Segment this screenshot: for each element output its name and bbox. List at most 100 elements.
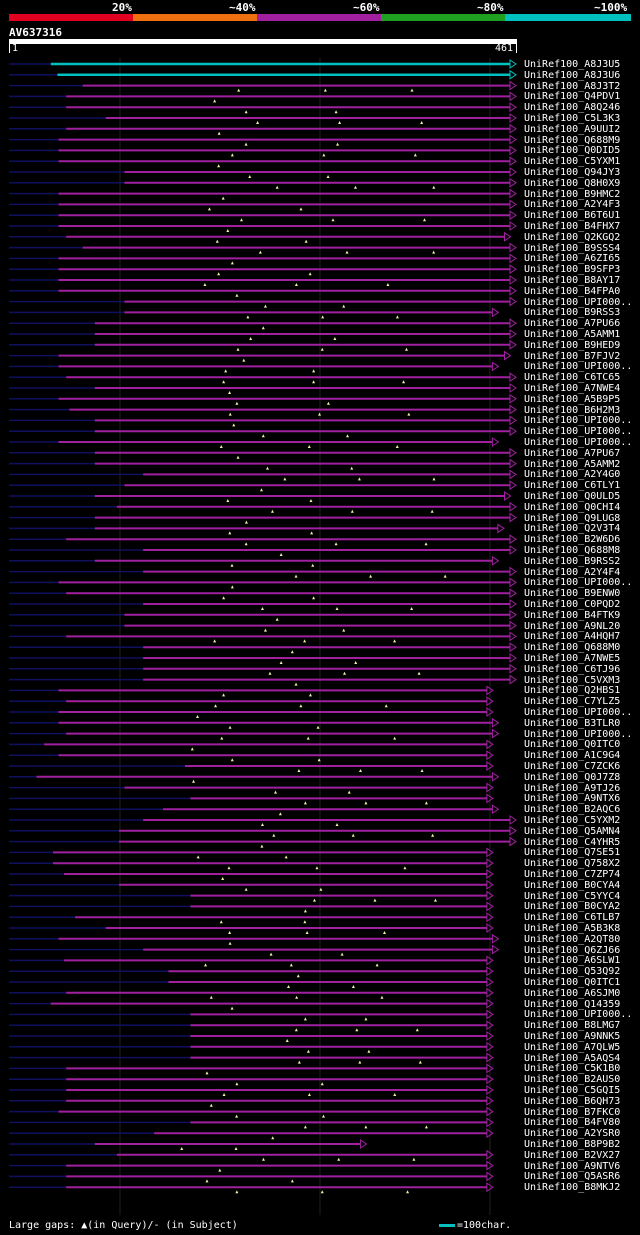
hit-label[interactable]: UniRef100_B2VX27 [524,1149,621,1161]
hit-label[interactable]: UniRef100_Q7SE51 [524,847,621,859]
hit-label[interactable]: UniRef100_A6ZI65 [524,253,621,265]
hit-label[interactable]: UniRef100_B4FTK9 [524,609,621,621]
hit-label[interactable]: UniRef100_A8J3U5 [524,59,621,70]
hit-label[interactable]: UniRef100_Q6ZJ66 [524,944,621,956]
hit-label[interactable]: UniRef100_B8MKJ2 [524,1182,621,1194]
hit-label[interactable]: UniRef100_B9RSS2 [524,555,621,567]
hit-label[interactable]: UniRef100_B3TLR0 [524,717,621,729]
hit-label[interactable]: UniRef100_C5YYC4 [524,890,621,902]
hit-label[interactable]: UniRef100_UPI000.. [524,1009,633,1021]
hit-label[interactable]: UniRef100_Q0CHI4 [524,501,621,513]
hit-label[interactable]: UniRef100_B9HED9 [524,339,621,351]
hit-label[interactable]: UniRef100_C0PQD2 [524,599,621,610]
hit-label[interactable]: UniRef100_A8J3T2 [524,80,621,92]
hit-label[interactable]: UniRef100_UPI000.. [524,296,633,308]
hit-label[interactable]: UniRef100_UPI000.. [524,707,633,718]
hit-label[interactable]: UniRef100_A2QT80 [524,933,621,945]
hit-label[interactable]: UniRef100_B9ENW0 [524,588,621,600]
hit-label[interactable]: UniRef100_B0CYA2 [524,901,621,913]
hit-label[interactable]: UniRef100_B7FKC0 [524,1106,621,1118]
hit-label[interactable]: UniRef100_C7YLZ5 [524,696,621,708]
hit-label[interactable]: UniRef100_A7NWE4 [524,383,621,394]
hit-label[interactable]: UniRef100_Q688M8 [524,545,621,556]
hit-label[interactable]: UniRef100_B8AY17 [524,275,621,286]
hit-label[interactable]: UniRef100_A2Y4F3 [524,199,621,211]
hit-label[interactable]: UniRef100_A9UUI2 [524,123,621,135]
hit-label[interactable]: UniRef100_B8LMG7 [524,1020,621,1032]
hit-label[interactable]: UniRef100_C5VXM3 [524,674,621,686]
hit-label[interactable]: UniRef100_Q0ITC1 [524,977,621,988]
hit-label[interactable]: UniRef100_Q0ITC0 [524,739,621,751]
hit-label[interactable]: UniRef100_Q2HBS1 [524,685,621,697]
hit-label[interactable]: UniRef100_A2Y4G0 [524,469,621,481]
hit-label[interactable]: UniRef100_Q5AMN4 [524,825,621,837]
hit-label[interactable]: UniRef100_Q0ULD5 [524,491,621,502]
hit-label[interactable]: UniRef100_Q2KGQ2 [524,231,621,243]
hit-label[interactable]: UniRef100_C5YXM1 [524,156,621,168]
hit-label[interactable]: UniRef100_C5GQI5 [524,1085,621,1096]
hit-label[interactable]: UniRef100_A9NTX6 [524,793,621,805]
hit-label[interactable]: UniRef100_A6SJM0 [524,987,621,999]
hit-label[interactable]: UniRef100_B6T6U1 [524,210,621,222]
hit-label[interactable]: UniRef100_Q0DID5 [524,145,621,157]
hit-label[interactable]: UniRef100_B9RSS3 [524,307,621,319]
hit-label[interactable]: UniRef100_Q4PDV1 [524,91,621,103]
hit-label[interactable]: UniRef100_A2Y4F4 [524,566,621,578]
hit-label[interactable]: UniRef100_B2W6D6 [524,534,621,546]
hit-label[interactable]: UniRef100_A1C9G4 [524,750,621,762]
hit-label[interactable]: UniRef100_A8Q246 [524,102,621,114]
hit-label[interactable]: UniRef100_B9SFP3 [524,264,621,276]
hit-label[interactable]: UniRef100_C7ZP74 [524,869,621,880]
hit-label[interactable]: UniRef100_A9NTV6 [524,1160,621,1172]
hit-label[interactable]: UniRef100_Q94JY3 [524,167,621,178]
hit-label[interactable]: UniRef100_A2YSR0 [524,1128,621,1140]
hit-label[interactable]: UniRef100_C4YHR5 [524,836,621,848]
hit-label[interactable]: UniRef100_C6TJ96 [524,663,621,675]
hit-label[interactable]: UniRef100_Q8H0X9 [524,177,621,189]
hit-label[interactable]: UniRef100_A9NNK5 [524,1031,621,1042]
hit-label[interactable]: UniRef100_A5AMM2 [524,458,621,470]
hit-label[interactable]: UniRef100_Q53Q92 [524,966,621,978]
hit-label[interactable]: UniRef100_A9NL20 [524,620,621,632]
hit-label[interactable]: UniRef100_A5B3K8 [524,923,621,934]
hit-label[interactable]: UniRef100_A6SLW1 [524,955,621,967]
hit-label[interactable]: UniRef100_C6TLY1 [524,480,621,492]
hit-label[interactable]: UniRef100_B4FHX7 [524,221,621,232]
hit-label[interactable]: UniRef100_B6H2M3 [524,404,621,416]
hit-label[interactable]: UniRef100_UPI000.. [524,728,633,740]
hit-label[interactable]: UniRef100_B0CYA4 [524,879,621,891]
hit-label[interactable]: UniRef100_A8J3U6 [524,69,621,81]
hit-label[interactable]: UniRef100_A7PU67 [524,447,621,459]
hit-label[interactable]: UniRef100_A5AMM1 [524,329,621,340]
hit-label[interactable]: UniRef100_A9TJ26 [524,782,621,794]
hit-label[interactable]: UniRef100_UPI000.. [524,437,633,448]
hit-label[interactable]: UniRef100_Q2V3T4 [524,523,621,535]
hit-label[interactable]: UniRef100_B2AUS0 [524,1074,621,1086]
hit-label[interactable]: UniRef100_A7PU66 [524,318,621,330]
hit-label[interactable]: UniRef100_C5K1B0 [524,1063,621,1075]
hit-label[interactable]: UniRef100_UPI000.. [524,415,633,427]
hit-label[interactable]: UniRef100_A5B9P5 [524,393,621,405]
hit-label[interactable]: UniRef100_Q688M9 [524,134,621,146]
hit-label[interactable]: UniRef100_A7QLW5 [524,1041,621,1053]
hit-label[interactable]: UniRef100_B7FJV2 [524,350,621,362]
hit-label[interactable]: UniRef100_Q758X2 [524,858,621,870]
hit-label[interactable]: UniRef100_B6QH73 [524,1095,621,1107]
hit-label[interactable]: UniRef100_Q14359 [524,998,621,1010]
hit-label[interactable]: UniRef100_A7NWE5 [524,653,621,664]
hit-label[interactable]: UniRef100_Q5ASR6 [524,1171,621,1183]
hit-label[interactable]: UniRef100_UPI000.. [524,577,633,589]
hit-label[interactable]: UniRef100_B4FV80 [524,1117,621,1129]
hit-label[interactable]: UniRef100_B2AQC6 [524,804,621,816]
hit-label[interactable]: UniRef100_C6TC65 [524,372,621,384]
hit-label[interactable]: UniRef100_Q9LUG8 [524,512,621,524]
hit-label[interactable]: UniRef100_C7ZCK6 [524,761,621,772]
hit-label[interactable]: UniRef100_B9HMC2 [524,188,621,200]
hit-label[interactable]: UniRef100_B9SSS4 [524,242,621,254]
hit-label[interactable]: UniRef100_C5L3K3 [524,113,621,124]
hit-label[interactable]: UniRef100_A5AQS4 [524,1052,621,1064]
hit-label[interactable]: UniRef100_C5YXM2 [524,815,621,826]
hit-label[interactable]: UniRef100_B8P9B2 [524,1139,621,1150]
hit-label[interactable]: UniRef100_B4FPA0 [524,285,621,297]
hit-label[interactable]: UniRef100_UPI000.. [524,361,633,373]
